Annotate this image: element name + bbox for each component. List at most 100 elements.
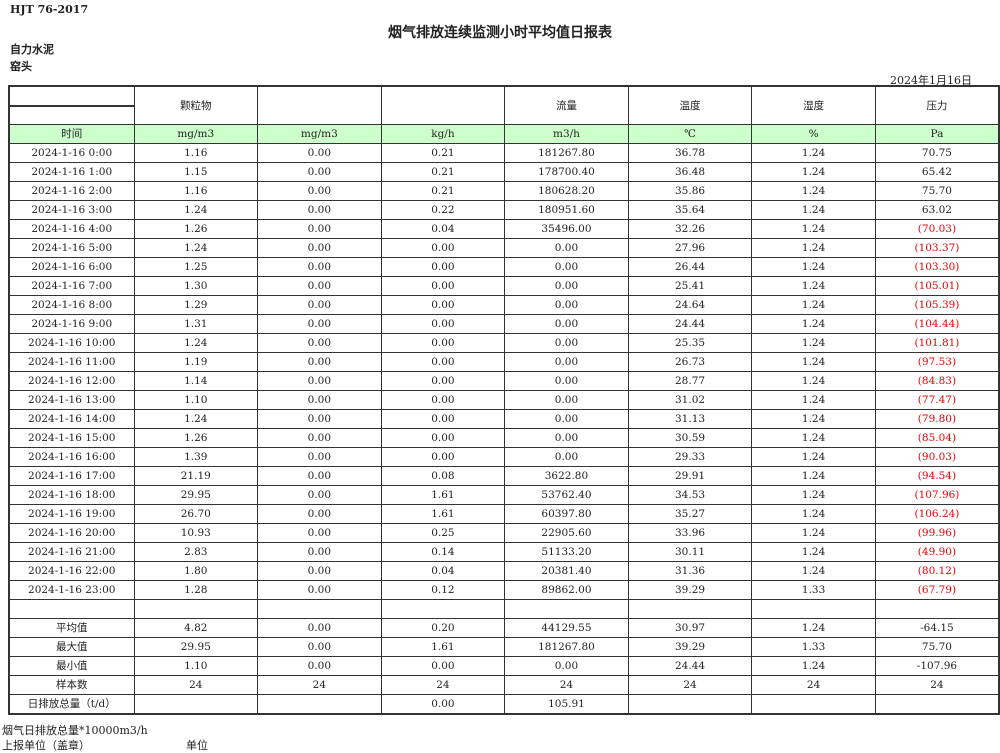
- time-cell: 2024-1-16 11:00: [8, 352, 135, 372]
- value-cell: 1.24: [751, 352, 876, 372]
- value-cell: 27.96: [627, 238, 753, 258]
- value-cell: 0.00: [380, 390, 506, 410]
- value-cell: 0.00: [257, 504, 382, 524]
- value-cell: 0.00: [257, 219, 382, 239]
- value-cell: 178700.40: [504, 162, 629, 182]
- value-cell: 0.00: [257, 409, 382, 429]
- report-table: 颗粒物 流量 温度 湿度 压力 时间 mg/m3 mg/m3 kg/h m3/h ℃% Pa 2024-…: [8, 85, 1000, 715]
- value-cell: 1.25: [133, 257, 259, 277]
- summary-value: 1.24: [751, 656, 876, 676]
- value-cell: 0.00: [380, 352, 506, 372]
- value-cell: 1.24: [133, 200, 259, 220]
- value-cell: 0.00: [380, 428, 506, 448]
- value-cell: 0.00: [504, 352, 629, 372]
- value-cell: 0.00: [257, 371, 382, 391]
- value-cell: 0.00: [504, 238, 629, 258]
- value-cell: 1.24: [133, 238, 259, 258]
- summary-value: -64.15: [874, 618, 1000, 638]
- time-cell: 2024-1-16 9:00: [8, 314, 135, 334]
- value-cell: 1.24: [751, 523, 876, 543]
- summary-value: [133, 694, 259, 715]
- value-cell: 0.00: [380, 333, 506, 353]
- value-cell: 26.73: [627, 352, 753, 372]
- value-cell: 1.24: [751, 390, 876, 410]
- value-cell: 0.00: [504, 257, 629, 277]
- value-cell: 31.36: [627, 561, 753, 581]
- value-cell: 0.00: [257, 238, 382, 258]
- value-cell: 1.14: [133, 371, 259, 391]
- value-cell: 36.48: [627, 162, 753, 182]
- table-row: 2024-1-16 21:00 2.83 0.00 0.14 51133.20 30.11…: [8, 542, 1000, 562]
- value-cell: (107.96): [874, 485, 1000, 505]
- time-cell: 2024-1-16 3:00: [8, 200, 135, 220]
- unit-cell: ℃: [627, 124, 753, 144]
- unit-name: 窑头: [10, 60, 32, 73]
- summary-value: 0.20: [380, 618, 506, 638]
- table-row: 2024-1-16 3:00 1.24 0.00 0.22 180951.60 35.64…: [8, 200, 1000, 220]
- table-row: 2024-1-16 5:00 1.24 0.00 0.00 0.00 27.96 1.24(…: [8, 238, 1000, 258]
- value-cell: 0.00: [380, 409, 506, 429]
- value-cell: 0.21: [380, 162, 506, 182]
- value-cell: (70.03): [874, 219, 1000, 239]
- value-cell: 33.96: [627, 523, 753, 543]
- value-cell: 3622.80: [504, 466, 629, 486]
- table-row: 2024-1-16 13:00 1.10 0.00 0.00 0.00 31.02 1.24…: [8, 390, 1000, 410]
- summary-value: 24: [133, 675, 259, 695]
- value-cell: 0.00: [380, 238, 506, 258]
- time-cell: 2024-1-16 7:00: [8, 276, 135, 296]
- value-cell: 0.00: [504, 447, 629, 467]
- empty-cell: [874, 599, 1000, 619]
- value-cell: 1.24: [751, 238, 876, 258]
- value-cell: 20381.40: [504, 561, 629, 581]
- report-date: 2024年1月16日: [890, 74, 972, 87]
- value-cell: 1.24: [751, 219, 876, 239]
- summary-value: 75.70: [874, 637, 1000, 657]
- value-cell: 1.24: [751, 447, 876, 467]
- value-cell: 51133.20: [504, 542, 629, 562]
- value-cell: 1.33: [751, 580, 876, 600]
- table-row: 2024-1-16 6:00 1.25 0.00 0.00 0.00 26.44 1.24(…: [8, 257, 1000, 277]
- unit-cell: mg/m3: [133, 124, 259, 144]
- value-cell: 0.00: [257, 295, 382, 315]
- value-cell: 1.19: [133, 352, 259, 372]
- value-cell: 60397.80: [504, 504, 629, 524]
- unit-cell: m3/h: [504, 124, 629, 144]
- value-cell: 0.00: [257, 580, 382, 600]
- summary-value: 24: [627, 675, 753, 695]
- value-cell: 39.29: [627, 580, 753, 600]
- value-cell: 1.24: [751, 409, 876, 429]
- time-cell: 2024-1-16 18:00: [8, 485, 135, 505]
- summary-value: 24: [874, 675, 1000, 695]
- value-cell: 1.15: [133, 162, 259, 182]
- table-row: 2024-1-16 16:00 1.39 0.00 0.00 0.00 29.33 1.24…: [8, 447, 1000, 467]
- summary-value: 24: [504, 675, 629, 695]
- standard-code: HJT 76-2017: [10, 3, 89, 16]
- value-cell: 180951.60: [504, 200, 629, 220]
- value-cell: 0.04: [380, 561, 506, 581]
- value-cell: (105.39): [874, 295, 1000, 315]
- header-name: 压力: [874, 85, 1000, 125]
- value-cell: 0.14: [380, 542, 506, 562]
- report-title: 烟气排放连续监测小时平均值日报表: [388, 25, 612, 41]
- time-cell: 2024-1-16 22:00: [8, 561, 135, 581]
- summary-value: 0.00: [257, 656, 382, 676]
- value-cell: 0.00: [257, 561, 382, 581]
- value-cell: 24.44: [627, 314, 753, 334]
- time-cell: 2024-1-16 23:00: [8, 580, 135, 600]
- time-cell: 2024-1-16 15:00: [8, 428, 135, 448]
- summary-label: 日排放总量（t/d）: [8, 694, 135, 715]
- empty-cell: [751, 599, 876, 619]
- value-cell: 0.00: [257, 257, 382, 277]
- table-row: 2024-1-16 4:00 1.26 0.00 0.04 35496.00 32.26 1…: [8, 219, 1000, 239]
- value-cell: 180628.20: [504, 181, 629, 201]
- value-cell: 0.00: [257, 333, 382, 353]
- time-cell: 2024-1-16 8:00: [8, 295, 135, 315]
- value-cell: 0.00: [257, 485, 382, 505]
- value-cell: (104.44): [874, 314, 1000, 334]
- header-row: 颗粒物 流量 温度 湿度 压力: [8, 85, 1000, 125]
- unit-cell: mg/m3: [257, 124, 382, 144]
- value-cell: 1.24: [751, 561, 876, 581]
- value-cell: 181267.80: [504, 143, 629, 163]
- value-cell: 0.00: [504, 276, 629, 296]
- table-row: 2024-1-16 11:00 1.19 0.00 0.00 0.00 26.73 1.24…: [8, 352, 1000, 372]
